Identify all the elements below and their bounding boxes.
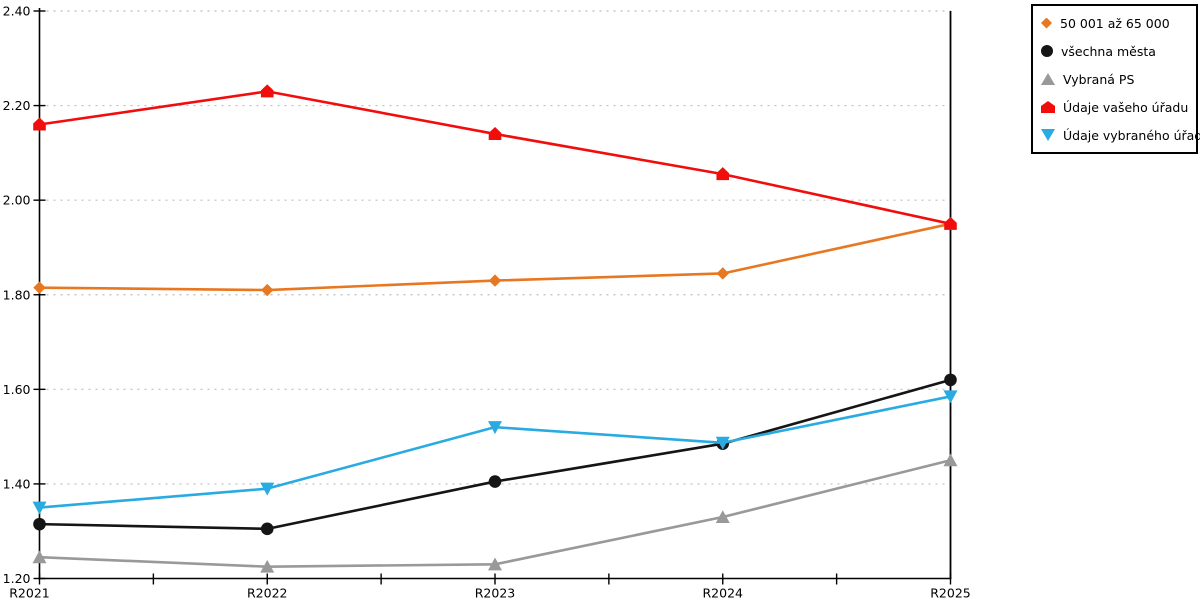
data-point-marker bbox=[32, 501, 47, 515]
data-point-marker bbox=[260, 522, 274, 536]
data-point-marker bbox=[261, 283, 274, 297]
data-point-marker bbox=[944, 373, 957, 387]
y-tick-label: 1.60 bbox=[3, 382, 31, 397]
data-point-marker bbox=[716, 267, 729, 280]
circle-legend-marker-icon bbox=[1041, 45, 1053, 57]
x-tick-label: R2021 bbox=[9, 586, 50, 600]
data-point-marker bbox=[488, 421, 502, 435]
diamond-legend-marker-icon bbox=[1041, 17, 1052, 29]
data-point-marker bbox=[488, 557, 502, 571]
data-point-marker bbox=[716, 167, 730, 181]
y-tick-label: 2.40 bbox=[3, 4, 31, 19]
x-tick-label: R2023 bbox=[475, 586, 516, 600]
legend-item-1: všechna města bbox=[1041, 37, 1188, 65]
series-line-4 bbox=[38, 395, 952, 509]
chart-legend: 50 001 až 65 000 všechna města Vybraná PS Ú… bbox=[1031, 4, 1200, 154]
y-tick-label: 2.00 bbox=[3, 193, 31, 208]
legend-label: všechna města bbox=[1061, 43, 1156, 59]
triangle-up-legend-marker-icon bbox=[1041, 73, 1055, 85]
data-point-marker bbox=[943, 390, 958, 404]
data-point-marker bbox=[32, 550, 47, 564]
triangle-down-legend-marker-icon bbox=[1041, 129, 1055, 141]
data-point-marker bbox=[260, 559, 275, 573]
data-point-marker bbox=[488, 274, 502, 287]
y-tick-label: 1.40 bbox=[3, 476, 31, 491]
legend-item-0: 50 001 až 65 000 bbox=[1041, 9, 1188, 37]
pentagon-up-legend-marker-icon bbox=[1041, 101, 1055, 113]
y-tick-label: 2.20 bbox=[3, 98, 31, 113]
data-point-marker bbox=[33, 517, 46, 531]
x-tick-label: R2024 bbox=[703, 586, 744, 600]
x-tick-label: R2025 bbox=[930, 586, 971, 600]
data-point-marker bbox=[488, 126, 502, 140]
legend-label: Údaje vybraného úřadu bbox=[1063, 127, 1200, 143]
data-point-marker bbox=[488, 475, 502, 488]
y-tick-label: 1.20 bbox=[3, 571, 31, 586]
data-point-marker bbox=[944, 216, 957, 230]
legend-label: 50 001 až 65 000 bbox=[1060, 15, 1170, 31]
legend-item-3: Údaje vašeho úřadu bbox=[1041, 93, 1188, 121]
series-line-3 bbox=[38, 90, 952, 226]
series-line-1 bbox=[38, 378, 952, 531]
legend-label: Vybraná PS bbox=[1063, 71, 1135, 87]
data-point-marker bbox=[715, 510, 730, 524]
data-point-marker bbox=[260, 482, 275, 496]
legend-item-4: Údaje vybraného úřadu bbox=[1041, 121, 1200, 149]
y-tick-label: 1.80 bbox=[3, 287, 31, 302]
data-point-marker bbox=[260, 84, 274, 98]
legend-label: Údaje vašeho úřadu bbox=[1063, 99, 1189, 115]
x-tick-label: R2022 bbox=[247, 586, 288, 600]
data-point-marker bbox=[33, 117, 46, 131]
data-point-marker bbox=[943, 453, 958, 467]
data-point-marker bbox=[715, 436, 730, 450]
data-point-marker bbox=[33, 281, 46, 294]
legend-item-2: Vybraná PS bbox=[1041, 65, 1188, 93]
